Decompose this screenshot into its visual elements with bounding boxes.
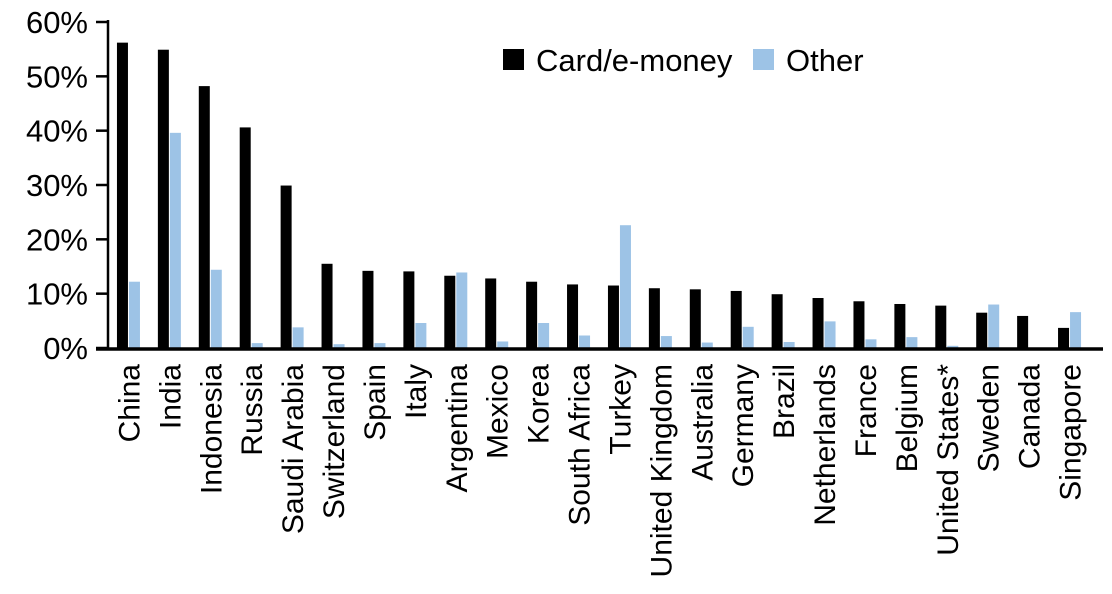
- x-axis-labels: China India Indonesia Russia Saudi Arabia Swi…: [113, 364, 1087, 578]
- x-label-sweden: Sweden: [973, 364, 1006, 472]
- bar-card-e-money-netherlands: [812, 298, 824, 348]
- bar-card-e-money-switzerland: [321, 263, 333, 348]
- y-tick-label: 0%: [43, 331, 88, 366]
- bar-other-indonesia: [210, 269, 222, 348]
- x-label-united-kingdom: United Kingdom: [645, 364, 678, 577]
- x-label-turkey: Turkey: [604, 364, 637, 455]
- bar-other-netherlands: [824, 321, 836, 348]
- bar-card-e-money-singapore: [1058, 327, 1070, 348]
- x-label-indonesia: Indonesia: [195, 364, 228, 494]
- x-label-spain: Spain: [359, 364, 392, 441]
- bar-other-belgium: [906, 337, 918, 348]
- bar-card-e-money-mexico: [485, 278, 497, 348]
- bar-card-e-money-brazil: [771, 294, 783, 348]
- x-label-canada: Canada: [1014, 364, 1047, 469]
- bar-card-e-money-germany: [730, 290, 742, 348]
- bar-card-e-money-russia: [239, 127, 251, 348]
- bar-other-germany: [742, 326, 754, 348]
- bar-other-italy: [415, 323, 427, 348]
- y-tick-label: 50%: [26, 59, 88, 94]
- bar-card-e-money-italy: [403, 271, 415, 348]
- bar-card-e-money-spain: [362, 270, 374, 348]
- legend-label-other: Other: [786, 43, 864, 78]
- x-label-australia: Australia: [686, 364, 719, 481]
- bar-other-brazil: [783, 342, 795, 348]
- x-label-korea: Korea: [523, 364, 556, 444]
- y-tick-label: 30%: [26, 168, 88, 203]
- bar-other-china: [128, 281, 140, 348]
- bar-card-e-money-saudi-arabia: [280, 185, 292, 348]
- bar-other-saudi-arabia: [292, 327, 304, 348]
- x-label-china: China: [113, 364, 146, 443]
- bar-card-e-money-united-kingdom: [648, 288, 660, 348]
- bar-other-mexico: [497, 341, 509, 348]
- bar-other-singapore: [1070, 312, 1082, 348]
- bar-card-e-money-korea: [526, 281, 538, 348]
- x-label-mexico: Mexico: [482, 364, 515, 459]
- x-label-france: France: [850, 364, 883, 457]
- bar-card-e-money-france: [853, 301, 865, 348]
- legend-swatch-other: [753, 49, 774, 70]
- x-label-brazil: Brazil: [768, 364, 801, 439]
- x-label-south-africa: South Africa: [564, 364, 597, 526]
- x-label-netherlands: Netherlands: [809, 364, 842, 526]
- bar-card-e-money-turkey: [607, 285, 619, 348]
- x-label-argentina: Argentina: [441, 364, 474, 493]
- x-label-germany: Germany: [727, 364, 760, 487]
- y-tick-label: 10%: [26, 277, 88, 312]
- bar-card-e-money-australia: [689, 289, 701, 348]
- bar-other-france: [865, 339, 877, 348]
- bar-other-sweden: [988, 304, 1000, 348]
- bars: [116, 42, 1082, 349]
- x-label-switzerland: Switzerland: [318, 364, 351, 519]
- x-label-saudi-arabia: Saudi Arabia: [277, 364, 310, 534]
- bar-card-e-money-argentina: [444, 275, 456, 348]
- y-tick-label: 20%: [26, 222, 88, 257]
- x-label-united-states: United States*: [932, 364, 965, 556]
- bar-card-e-money-china: [116, 42, 128, 348]
- axis-lines: [96, 20, 1103, 351]
- bar-other-south-africa: [579, 335, 591, 348]
- bar-card-e-money-south-africa: [567, 284, 579, 348]
- y-axis: 0% 10% 20% 30% 40% 50% 60%: [26, 5, 108, 366]
- bar-card-e-money-india: [157, 49, 169, 349]
- bar-card-e-money-united-states: [935, 305, 947, 348]
- bar-other-united-states: [947, 345, 959, 348]
- x-label-india: India: [154, 364, 187, 429]
- bar-card-e-money-indonesia: [198, 86, 210, 348]
- y-tick-label: 60%: [26, 5, 88, 40]
- bar-other-turkey: [619, 225, 631, 348]
- bar-other-united-kingdom: [660, 336, 672, 348]
- legend-swatch-card-e-money: [503, 49, 524, 70]
- bar-other-spain: [374, 343, 386, 348]
- bar-other-switzerland: [333, 344, 345, 348]
- x-label-italy: Italy: [400, 364, 433, 419]
- x-label-singapore: Singapore: [1055, 364, 1088, 501]
- bar-card-e-money-sweden: [976, 312, 988, 348]
- x-label-russia: Russia: [236, 364, 269, 456]
- bar-other-korea: [538, 323, 550, 348]
- legend: Card/e-money Other: [503, 43, 864, 78]
- bar-other-india: [169, 132, 181, 348]
- x-label-belgium: Belgium: [891, 364, 924, 472]
- y-tick-label: 40%: [26, 114, 88, 149]
- legend-label-card-e-money: Card/e-money: [536, 43, 733, 78]
- bar-other-australia: [701, 342, 713, 348]
- bar-card-e-money-belgium: [894, 303, 906, 348]
- bar-other-argentina: [456, 272, 468, 348]
- bar-other-russia: [251, 343, 263, 348]
- bar-card-e-money-canada: [1017, 315, 1029, 348]
